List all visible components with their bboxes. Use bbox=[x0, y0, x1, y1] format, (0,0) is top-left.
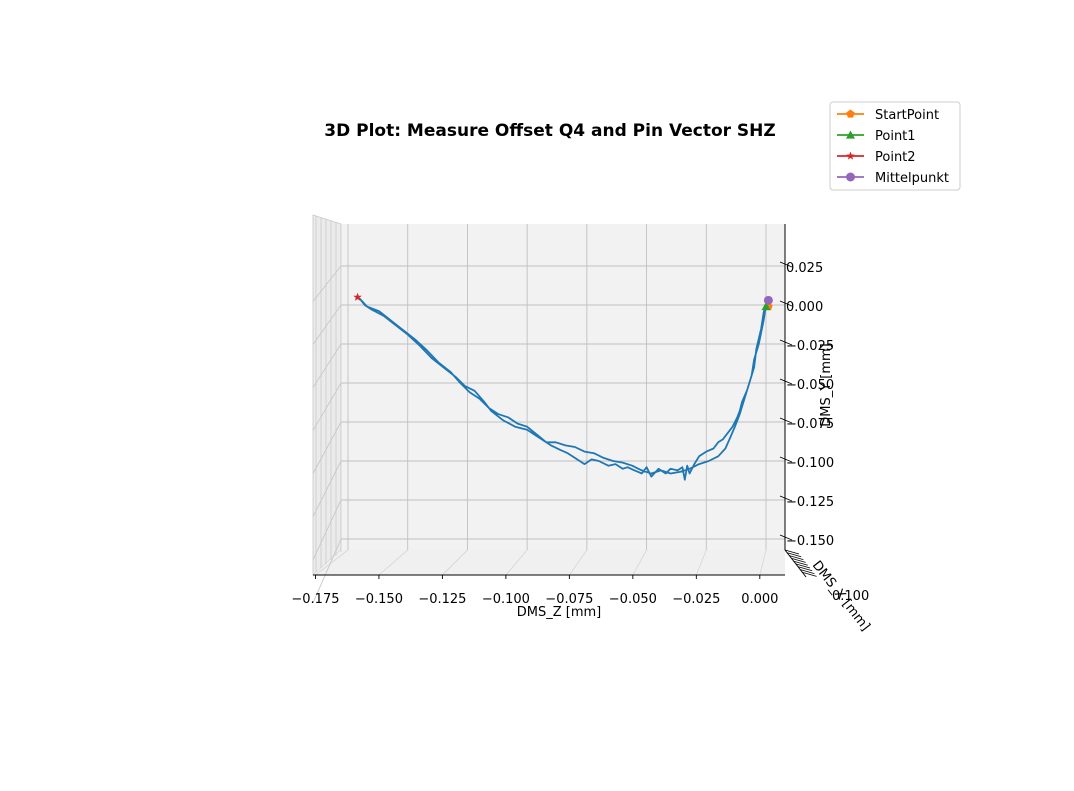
y-tick-label: −0.025 bbox=[786, 339, 834, 354]
depth-tick-mark bbox=[787, 552, 802, 558]
depth-axis-ticks bbox=[784, 549, 817, 578]
x-tick-label: −0.175 bbox=[291, 592, 339, 607]
y-tick-label: −0.075 bbox=[786, 417, 834, 432]
depth-tick-mark bbox=[791, 558, 806, 563]
x-floor-line bbox=[759, 549, 767, 576]
y-axis-label: DMS_Y [mm] bbox=[819, 343, 834, 427]
y-tick-mark bbox=[779, 495, 793, 502]
x-tick-label: −0.025 bbox=[672, 592, 720, 607]
y-tick-label: −0.100 bbox=[786, 456, 834, 471]
x-tick-label: −0.100 bbox=[482, 592, 530, 607]
y-tick-label: −0.050 bbox=[786, 378, 834, 393]
depth-tick-mark bbox=[800, 569, 815, 574]
grid-lines bbox=[312, 216, 785, 604]
y-tick-label: 0.025 bbox=[786, 261, 823, 276]
z-tick-label: 0.100 bbox=[832, 589, 869, 604]
marker-point1 bbox=[761, 302, 771, 311]
y-tick-mark bbox=[779, 378, 793, 385]
depth-tick-mark bbox=[798, 566, 813, 572]
x-floor-line bbox=[378, 549, 409, 576]
depth-tick-mark bbox=[789, 555, 804, 560]
x-floor-line bbox=[505, 549, 528, 576]
y-tick-mark bbox=[779, 261, 793, 268]
depth-tick-mark bbox=[795, 563, 811, 569]
legend-label: StartPoint bbox=[875, 108, 939, 123]
marker-point2 bbox=[353, 292, 362, 301]
depth-tick-mark bbox=[802, 572, 817, 577]
x-floor-line bbox=[632, 549, 647, 576]
x-tick-label: 0.000 bbox=[741, 592, 778, 607]
x-floor-line bbox=[568, 549, 588, 576]
depth-axis-line bbox=[784, 549, 807, 578]
legend-label: Point1 bbox=[875, 129, 916, 144]
x-tick-label: −0.150 bbox=[355, 592, 403, 607]
legend-box bbox=[829, 101, 961, 191]
depth-tick-mark bbox=[784, 549, 800, 555]
y-tick-mark bbox=[779, 339, 793, 346]
y-tick-mark bbox=[779, 456, 793, 463]
x-floor-line bbox=[695, 549, 707, 576]
legend-label: Point2 bbox=[875, 150, 916, 165]
legend-marker-startpoint bbox=[846, 109, 855, 118]
x-axis-ticks: −0.175 −0.150 −0.125 −0.100 −0.075 −0.050 −0.0… bbox=[291, 575, 778, 607]
marker-mittelpunkt bbox=[763, 295, 773, 305]
y-tick-mark bbox=[779, 417, 793, 424]
y-tick-mark bbox=[779, 534, 793, 541]
x-tick-label: −0.050 bbox=[609, 592, 657, 607]
y-axis-ticks: 0.025 0.000 −0.025 −0.050 −0.075 −0.100 −0.125… bbox=[779, 261, 834, 549]
legend: StartPoint Point1 Point2 Mittelpunkt bbox=[829, 101, 961, 191]
y-tick-label: −0.125 bbox=[786, 495, 834, 510]
y-tick-mark bbox=[779, 300, 793, 307]
depth-tick-mark bbox=[793, 560, 808, 566]
legend-marker-mittelpunkt bbox=[846, 172, 855, 182]
x-axis-label: DMS_Z [mm] bbox=[517, 605, 602, 620]
y-tick-label: 0.000 bbox=[786, 300, 823, 315]
x-tick-label: −0.125 bbox=[418, 592, 466, 607]
legend-label: Mittelpunkt bbox=[875, 171, 949, 186]
legend-marker-point2 bbox=[846, 151, 855, 160]
side-pane bbox=[312, 214, 342, 576]
x-floor-line bbox=[442, 549, 468, 576]
chart-title: 3D Plot: Measure Offset Q4 and Pin Vecto… bbox=[324, 121, 775, 141]
floor-pane bbox=[313, 550, 785, 575]
series-line bbox=[359, 297, 767, 481]
series-layer bbox=[353, 292, 773, 481]
y-tick-label: −0.150 bbox=[786, 534, 834, 549]
back-pane bbox=[341, 224, 785, 550]
legend-marker-point1 bbox=[846, 130, 855, 139]
x-floor-line bbox=[315, 549, 349, 576]
x-tick-label: −0.075 bbox=[545, 592, 593, 607]
